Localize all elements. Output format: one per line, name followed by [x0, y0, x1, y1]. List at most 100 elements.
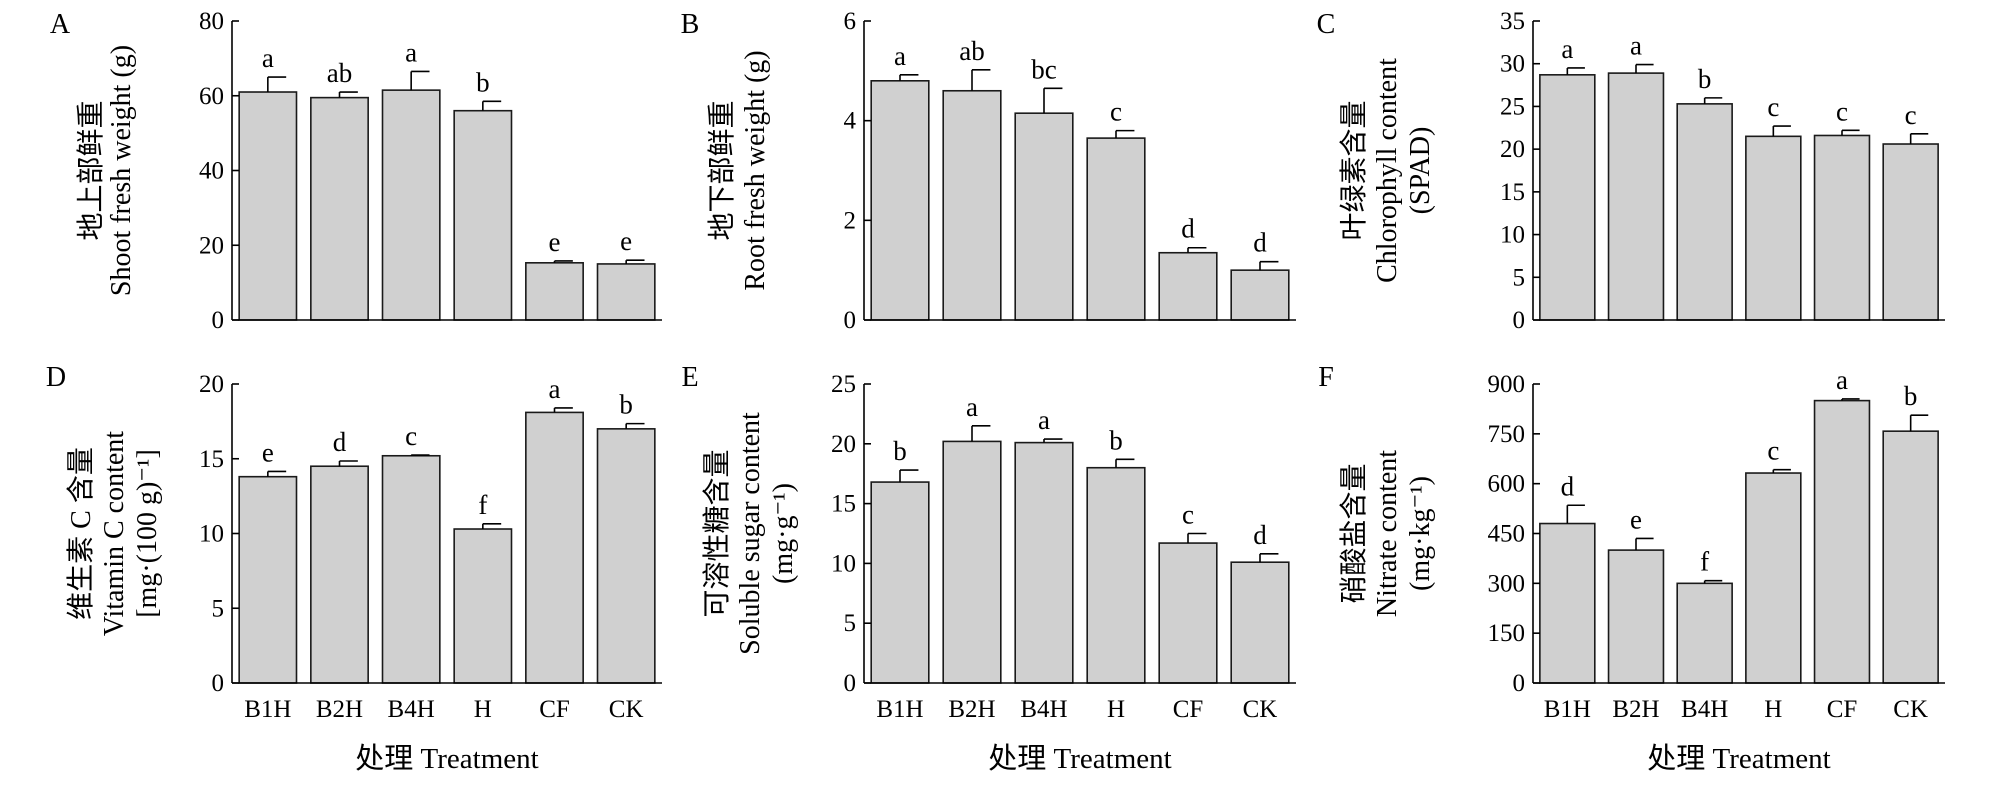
error-bar — [1841, 398, 1860, 401]
chart-panel-f: Fd B1H e B2H f B4H c Ha CF b CK 0 150 300 450 600 750 900… — [1318, 362, 1945, 775]
error-bar — [1115, 458, 1135, 468]
significance-letter: a — [405, 37, 417, 67]
category-label: B1H — [244, 696, 291, 723]
significance-letter: c — [1182, 500, 1194, 530]
bar-cf — [1158, 251, 1218, 321]
significance-letter: a — [1630, 31, 1642, 61]
y-tick-label: 40 — [199, 158, 224, 185]
y-tick-label: 25 — [1500, 93, 1525, 120]
significance-letter: a — [1038, 405, 1050, 435]
error-bar — [410, 70, 430, 91]
y-tick-label: 150 — [1488, 620, 1526, 647]
significance-letter: b — [1904, 381, 1918, 411]
y-axis-label: 地上部鲜重 — [75, 100, 107, 240]
category-label: B4H — [388, 696, 435, 723]
error-bar — [1043, 87, 1063, 114]
error-bar — [625, 422, 645, 429]
error-bar — [267, 470, 287, 477]
error-bar — [553, 407, 573, 413]
significance-letter: bc — [1031, 54, 1057, 84]
chart-panel-c: Ca a b c c c 0 5 10 15 20 25 30 35 叶绿素含量 Chlorophyll co… — [1317, 8, 1945, 334]
bar-cf — [525, 262, 584, 321]
bar-b1h — [238, 91, 298, 321]
error-bar — [971, 69, 991, 91]
bar-ck — [1230, 269, 1290, 321]
x-axis-label: 处理 Treatment — [988, 742, 1171, 775]
significance-letter: b — [619, 390, 633, 420]
significance-letter: a — [262, 43, 274, 73]
y-tick-label: 300 — [1488, 570, 1526, 597]
y-tick-label: 10 — [199, 521, 224, 548]
error-bar — [338, 91, 358, 98]
y-tick-label: 6 — [844, 8, 857, 35]
y-axis-label: 硝酸盐含量 — [1338, 463, 1370, 603]
y-tick-label: 20 — [1500, 136, 1525, 163]
significance-letter: a — [894, 41, 906, 71]
category-label: B2H — [1612, 696, 1659, 723]
significance-letter: b — [893, 436, 907, 466]
y-tick-label: 15 — [199, 446, 224, 473]
y-tick-label: 5 — [212, 595, 225, 622]
bar-ck — [1882, 430, 1939, 684]
significance-letter: e — [1630, 504, 1642, 534]
significance-letter: c — [1110, 97, 1122, 127]
significance-letter: f — [1700, 547, 1709, 577]
bar-b1h — [870, 481, 930, 684]
y-tick-label: 80 — [199, 8, 224, 35]
bar-b1h — [1539, 74, 1596, 321]
error-bar — [899, 469, 919, 483]
significance-letter: f — [478, 490, 487, 520]
panel-label: D — [46, 362, 66, 393]
bar-cf — [1813, 399, 1871, 684]
category-label: CK — [1893, 696, 1928, 723]
bar-b4h — [1014, 441, 1074, 684]
significance-letter: d — [333, 427, 347, 457]
significance-letter: a — [549, 374, 561, 404]
category-label: H — [474, 696, 492, 723]
y-tick-label: 2 — [844, 207, 857, 234]
bar-b1h — [1539, 522, 1596, 684]
significance-letter: a — [1561, 34, 1573, 64]
panel-label: A — [50, 9, 71, 40]
y-tick-label: 0 — [844, 307, 857, 334]
category-label: CF — [539, 696, 570, 723]
bar-b2h — [310, 465, 369, 684]
significance-letter: c — [1767, 436, 1779, 466]
bar-b2h — [1607, 72, 1665, 321]
significance-letter: c — [1836, 96, 1848, 126]
significance-letter: a — [1836, 365, 1848, 395]
error-bar — [1566, 504, 1585, 524]
y-tick-label: 0 — [844, 670, 857, 697]
y-axis-label: Nitrate content — [1372, 450, 1403, 617]
error-bar — [482, 522, 502, 530]
y-axis-label: (mg·kg⁻¹) — [1405, 476, 1436, 591]
y-tick-label: 35 — [1500, 8, 1525, 35]
bar-b1h — [238, 475, 298, 684]
error-bar — [1566, 67, 1585, 75]
significance-letter: b — [1698, 64, 1712, 94]
category-label: CK — [1243, 696, 1278, 723]
y-tick-label: 10 — [831, 550, 856, 577]
y-tick-label: 900 — [1488, 371, 1526, 398]
bar-b2h — [942, 440, 1002, 684]
y-tick-label: 5 — [844, 610, 857, 637]
panel-label: B — [681, 9, 700, 40]
bar-cf — [1813, 134, 1871, 321]
significance-letter: d — [1253, 228, 1267, 258]
category-label: B1H — [1544, 696, 1591, 723]
x-axis-label: 处理 Treatment — [355, 742, 538, 775]
error-bar — [1703, 97, 1723, 104]
category-label: B4H — [1020, 696, 1067, 723]
y-axis-label: (mg·g⁻¹) — [768, 483, 799, 584]
y-tick-label: 25 — [831, 371, 856, 398]
significance-letter: e — [620, 226, 632, 256]
y-axis-label: 可溶性糖含量 — [701, 449, 733, 617]
y-axis-label: Root fresh weight (g) — [740, 50, 771, 290]
error-bar — [1772, 468, 1791, 474]
y-tick-label: 20 — [199, 232, 224, 259]
significance-letter: c — [1767, 92, 1779, 122]
bar-h — [1086, 466, 1146, 684]
y-axis-label: (SPAD) — [1405, 127, 1436, 215]
error-bar — [1841, 129, 1860, 136]
y-tick-label: 0 — [1513, 670, 1526, 697]
